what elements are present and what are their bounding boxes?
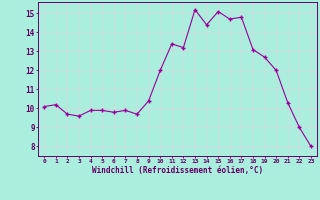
X-axis label: Windchill (Refroidissement éolien,°C): Windchill (Refroidissement éolien,°C) (92, 166, 263, 175)
